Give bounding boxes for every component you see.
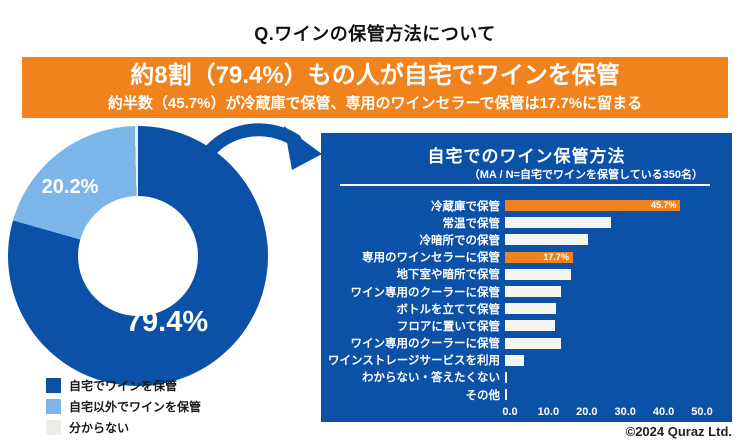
bar-row: その他	[321, 386, 732, 403]
copyright: ©2024 Quraz Ltd.	[625, 424, 732, 439]
bar-category-label: ワインストレージサービスを利用	[327, 355, 500, 368]
bar-fill	[505, 234, 589, 246]
bar-row: 専用のワインセラーに保管 17.7%	[321, 249, 732, 266]
bar-chart-subtitle: （MA / N=自宅でワインを保管している350名）	[468, 169, 703, 181]
bar-category-label: 冷蔵庫で保管	[431, 200, 500, 213]
bar-track	[505, 389, 697, 401]
bar-row: 冷蔵庫で保管 45.7%	[321, 197, 732, 214]
divider-line	[340, 184, 710, 186]
bar-category-label: 冷暗所での保管	[419, 234, 501, 247]
bar-fill	[505, 337, 562, 349]
bar-fill: 17.7%	[505, 251, 573, 263]
legend-swatch-home	[46, 378, 61, 393]
x-axis-tick: 40.0	[652, 406, 675, 418]
bar-row: ワイン専用のクーラーに保管	[321, 283, 732, 300]
legend-item-unknown: 分からない	[46, 420, 201, 435]
legend-label-unknown: 分からない	[69, 421, 130, 435]
bar-value-label: 45.7%	[650, 200, 677, 211]
bar-row: 地下室や暗所で保管	[321, 266, 732, 283]
bar-track	[505, 234, 697, 246]
legend-item-outside-home: 自宅以外でワインを保管	[46, 399, 201, 414]
bar-row: わからない・答えたくない	[321, 369, 732, 386]
bar-fill	[505, 354, 524, 366]
bar-row: ボトルを立てて保管	[321, 300, 732, 317]
curved-arrow-icon	[199, 123, 322, 170]
banner-subheadline: 約半数（45.7%）が冷蔵庫で保管、専用のワインセラーで保管は17.7%に留まる	[107, 95, 643, 113]
donut-legend: 自宅でワインを保管 自宅以外でワインを保管 分からない	[46, 378, 201, 435]
bar-rows: 冷蔵庫で保管 45.7% 常温で保管冷暗所での保管専用のワインセラーに保管 17.7%…	[321, 197, 732, 403]
bar-track	[505, 303, 697, 315]
legend-label-home: 自宅でワインを保管	[69, 379, 178, 393]
bar-track	[505, 286, 697, 298]
x-axis-tick: 0.0	[502, 406, 518, 418]
bar-track	[505, 354, 697, 366]
bar-track	[505, 320, 697, 332]
bar-fill	[505, 320, 555, 332]
bar-fill	[505, 371, 508, 383]
bar-value-label: 17.7%	[543, 251, 569, 262]
bar-row: 冷暗所での保管	[321, 231, 732, 248]
banner-headline: 約8割（79.4%）もの人が自宅でワインを保管	[130, 61, 620, 89]
bar-category-label: ワイン専用のクーラーに保管	[350, 338, 501, 351]
bar-row: フロアに置いて保管	[321, 317, 732, 334]
donut-slice-label-outside-home: 20.2%	[41, 176, 99, 198]
x-axis-tick: 20.0	[576, 406, 598, 418]
x-axis-tick: 10.0	[537, 406, 560, 418]
bar-fill: 45.7%	[505, 200, 681, 212]
x-axis: 0.0 10.0 20.0 30.0 40.0 50.0	[502, 406, 712, 420]
bar-category-label: 常温で保管	[442, 217, 501, 230]
bar-track: 45.7%	[505, 200, 697, 212]
x-axis-tick: 30.0	[614, 406, 636, 418]
bar-row: 常温で保管	[321, 214, 732, 231]
bar-track	[505, 217, 697, 229]
bar-fill	[505, 268, 571, 280]
bar-track	[505, 268, 697, 280]
legend-swatch-unknown	[46, 420, 61, 435]
donut-hole	[78, 196, 198, 316]
legend-label-outside-home: 自宅以外でワインを保管	[69, 400, 202, 414]
bar-row: ワインストレージサービスを利用	[321, 352, 732, 369]
bar-track: 17.7%	[505, 251, 697, 263]
bar-fill	[505, 303, 557, 315]
bar-chart-panel: 自宅でのワイン保管方法 （MA / N=自宅でワインを保管している350名） 冷…	[321, 133, 732, 422]
bar-category-label: フロアに置いて保管	[396, 320, 500, 333]
bar-chart-title: 自宅でのワイン保管方法	[427, 147, 626, 166]
bar-fill	[505, 286, 562, 298]
bar-track	[505, 337, 697, 349]
bar-category-label: ワイン専用のクーラーに保管	[350, 286, 501, 299]
bar-category-label: わからない・答えたくない	[362, 372, 500, 385]
bar-row: ワイン専用のクーラーに保管	[321, 335, 732, 352]
page-title: Q.ワインの保管方法について	[254, 24, 496, 44]
headline-banner: 約8割（79.4%）もの人が自宅でワインを保管 約半数（45.7%）が冷蔵庫で保…	[22, 57, 728, 118]
bar-track	[505, 371, 697, 383]
donut-slice-label-home: 79.4%	[125, 306, 209, 338]
bar-category-label: 地下室や暗所で保管	[396, 269, 501, 282]
bar-category-label: ボトルを立てて保管	[396, 303, 501, 316]
x-axis-tick: 50.0	[691, 406, 713, 418]
donut-chart: 20.2% 79.4%	[8, 126, 268, 386]
legend-item-home: 自宅でワインを保管	[46, 378, 201, 393]
legend-swatch-outside-home	[46, 399, 61, 414]
bar-category-label: その他	[465, 389, 501, 402]
bar-fill	[505, 217, 612, 229]
bar-category-label: 専用のワインセラーに保管	[362, 252, 500, 265]
bar-fill	[505, 389, 508, 401]
